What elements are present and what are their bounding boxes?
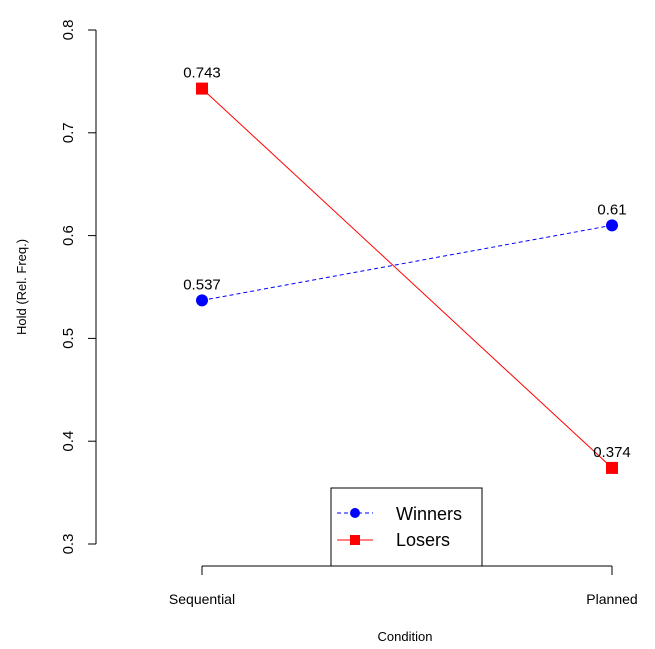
x-tick-label-1: Planned [586, 591, 637, 607]
y-tick-label-5: 0.8 [60, 20, 77, 41]
legend: Winners Losers [330, 487, 483, 567]
x-tick-label-0: Sequential [169, 591, 235, 607]
x-axis-ticks: Sequential Planned [169, 566, 638, 607]
series-losers-point-0 [196, 82, 208, 95]
y-axis-ticks: 0.3 0.4 0.5 0.6 0.7 0.8 [60, 20, 96, 555]
series-losers-data-label-0: 0.743 [183, 65, 221, 82]
y-tick-label-1: 0.4 [60, 431, 77, 452]
series-losers-point-1 [606, 461, 618, 474]
series-layer: 0.537 0.61 0.743 0.374 [183, 65, 631, 474]
legend-item-losers: Losers [337, 530, 450, 550]
series-winners-point-1 [606, 219, 618, 232]
legend-winners-marker [350, 508, 360, 518]
y-tick-label-3: 0.6 [60, 225, 77, 246]
series-winners-point-0 [196, 294, 208, 307]
series-winners-data-label-0: 0.537 [183, 276, 221, 293]
y-tick-label-2: 0.5 [60, 328, 77, 349]
series-losers-data-label-1: 0.374 [593, 444, 631, 461]
y-tick-label-4: 0.7 [60, 122, 77, 143]
y-tick-label-0: 0.3 [60, 534, 77, 555]
y-axis-label: Hold (Rel. Freq.) [14, 239, 29, 335]
series-winners-data-label-1: 0.61 [597, 201, 626, 218]
series-winners-line [201, 224, 613, 301]
legend-box [330, 487, 483, 567]
legend-losers-marker [350, 535, 360, 545]
legend-losers-label: Losers [396, 530, 450, 550]
legend-winners-label: Winners [396, 504, 462, 524]
series-losers-line [201, 88, 613, 469]
legend-item-winners: Winners [337, 504, 462, 524]
x-axis-label: Condition [378, 629, 433, 644]
